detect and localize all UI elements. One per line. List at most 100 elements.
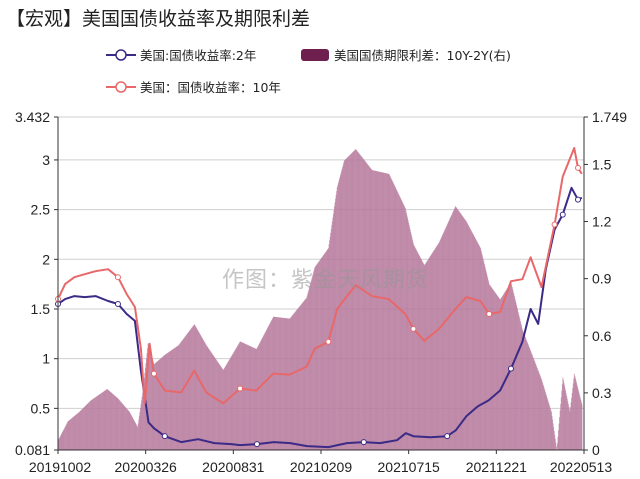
spread-bar [297, 308, 299, 450]
spread-bar [566, 396, 568, 450]
spread-bar [429, 256, 431, 450]
spread-bar [444, 229, 446, 450]
spread-bar [114, 395, 116, 450]
spread-bar [257, 347, 259, 450]
spread-bar [406, 213, 407, 450]
legend-marker-10y [106, 80, 136, 93]
spread-bar [224, 367, 226, 450]
spread-bar [246, 344, 248, 450]
spread-bar [213, 355, 214, 450]
spread-bar [452, 211, 454, 450]
y-right-tick-label: 1.2 [592, 214, 612, 230]
spread-bar [497, 296, 499, 450]
spread-bar [196, 328, 198, 450]
spread-bar [191, 327, 193, 450]
spread-bar [220, 366, 222, 450]
spread-bar [389, 176, 391, 450]
spread-bar [448, 220, 450, 450]
spread-bar [380, 172, 382, 450]
spread-bar [232, 353, 234, 450]
spread-bar [302, 302, 304, 450]
spread-bar [471, 232, 473, 450]
spread-bar [322, 256, 323, 450]
spread-bar [249, 346, 251, 450]
spread-bar [70, 418, 72, 450]
spread-bar [137, 427, 139, 450]
spread-bar [529, 348, 531, 450]
spread-bar [383, 172, 385, 450]
spread-bar [271, 318, 273, 450]
spread-bar [197, 331, 199, 450]
spread-bar [580, 402, 582, 450]
spread-bar [401, 201, 403, 450]
spread-bar [360, 156, 362, 450]
spread-bar [183, 338, 184, 450]
spread-bar [136, 425, 138, 450]
spread-bar [572, 388, 574, 450]
spread-bar [348, 155, 350, 451]
watermark: 作图：紫金天风期货 [222, 268, 430, 293]
spread-bar [201, 337, 203, 450]
spread-bar [212, 354, 214, 450]
spread-bar [164, 354, 166, 450]
spread-bar [286, 318, 287, 450]
spread-bar [69, 419, 71, 450]
spread-bar [61, 433, 63, 450]
spread-bar [562, 380, 564, 450]
spread-bar [452, 212, 454, 450]
spread-bar [275, 317, 277, 450]
spread-bar [328, 248, 329, 450]
spread-bar [198, 332, 200, 450]
spread-bar [437, 245, 438, 450]
spread-bar [518, 316, 520, 450]
spread-bar [353, 150, 355, 450]
spread-bar [105, 390, 107, 450]
spread-bar [490, 286, 492, 450]
spread-bar [494, 292, 496, 450]
spread-bar [76, 414, 78, 450]
spread-bar [445, 226, 447, 450]
spread-bar [102, 392, 104, 450]
spread-bar [234, 349, 236, 450]
spread-bar [503, 293, 505, 450]
spread-bar [215, 358, 217, 450]
spread-bar [368, 165, 370, 450]
spread-bar [185, 335, 187, 450]
spread-bar [365, 162, 367, 450]
spread-bar [186, 333, 188, 450]
spread-bar [64, 427, 66, 450]
spread-bar [432, 252, 434, 450]
spread-bar [163, 355, 165, 450]
spread-bar [570, 407, 571, 450]
spread-bar [153, 364, 155, 450]
spread-bar [207, 346, 208, 450]
spread-bar [473, 235, 475, 450]
spread-bar [563, 382, 565, 450]
spread-bar [546, 397, 548, 450]
spread-bar [431, 253, 433, 450]
spread-bar [172, 349, 174, 450]
spread-bar [431, 254, 432, 450]
spread-bar [158, 360, 160, 450]
spread-bar [264, 333, 266, 450]
spread-bar [184, 337, 186, 450]
spread-bar [555, 446, 557, 450]
spread-bar [344, 160, 346, 450]
spread-bar [482, 257, 484, 450]
spread-bar [463, 218, 465, 450]
spread-bar [459, 212, 461, 450]
spread-bar [477, 243, 479, 450]
spread-bar [321, 257, 323, 450]
series-point-2y [360, 439, 367, 446]
spread-bar [577, 386, 579, 450]
spread-bar [257, 345, 259, 450]
y-right-tick-label: 0.3 [592, 385, 612, 401]
spread-bar [80, 410, 81, 450]
spread-bar [465, 220, 467, 450]
spread-bar [498, 298, 500, 450]
spread-bar [228, 360, 230, 450]
spread-bar [484, 266, 486, 450]
spread-bar [128, 410, 129, 450]
spread-bar [367, 164, 369, 450]
spread-bar [161, 357, 163, 450]
